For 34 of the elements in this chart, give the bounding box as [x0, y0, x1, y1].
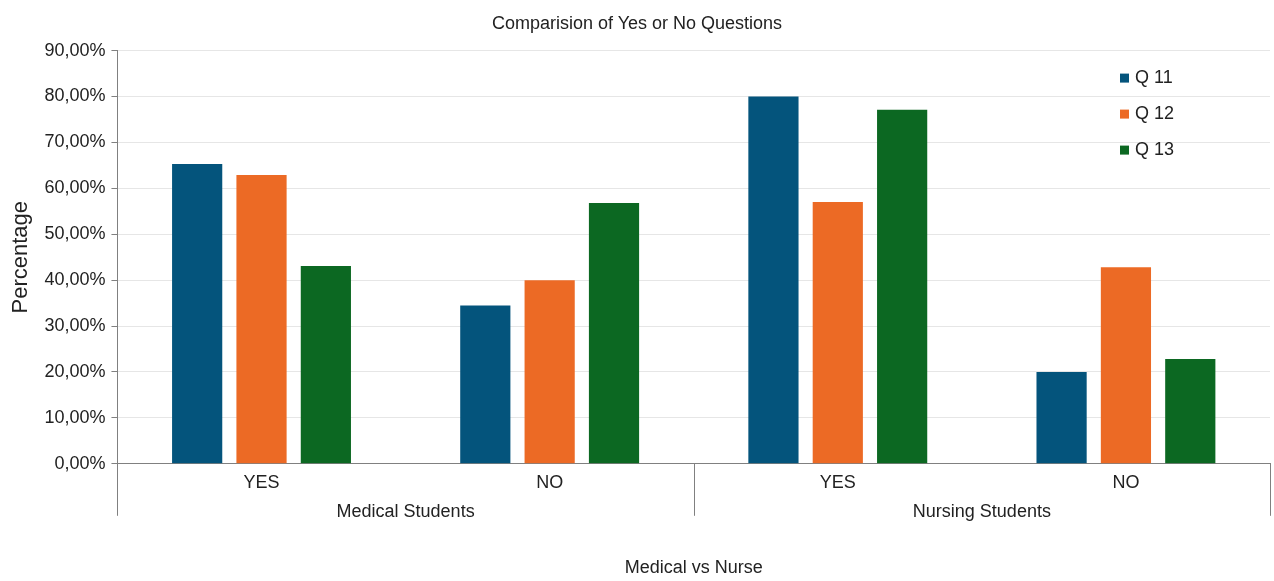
bar: [236, 175, 287, 464]
bar: [588, 203, 640, 464]
legend-label: Q 12: [1135, 102, 1175, 123]
chart-title: Comparision of Yes or No Questions: [491, 12, 783, 33]
legend-label: Q 13: [1135, 138, 1175, 159]
x-tick-label: YES: [819, 471, 856, 492]
y-tick-label: 80,00%: [44, 85, 106, 106]
bar: [1100, 267, 1152, 464]
y-tick-label: 50,00%: [44, 223, 106, 244]
x-tick-label: YES: [243, 471, 280, 492]
y-tick-label: 40,00%: [44, 269, 106, 290]
bar: [1165, 359, 1216, 464]
bar: [172, 164, 223, 464]
x-tick-label: NO: [1112, 471, 1140, 492]
bar: [300, 265, 351, 464]
y-tick-label: 90,00%: [44, 39, 106, 60]
y-tick-label: 20,00%: [44, 360, 106, 381]
x-tick-label: NO: [536, 471, 564, 492]
y-tick-label: 70,00%: [44, 131, 106, 152]
bar: [877, 109, 928, 464]
x-axis-title: Medical vs Nurse: [624, 557, 763, 578]
legend-label: Q 11: [1135, 66, 1173, 87]
bar: [1036, 371, 1087, 464]
y-tick-label: 30,00%: [44, 315, 106, 336]
text: Nursing Students: [912, 500, 1051, 521]
bar: [460, 305, 511, 464]
bar: [524, 280, 575, 464]
text: Medical Students: [336, 500, 475, 521]
y-tick-label: 0,00%: [54, 452, 106, 473]
y-tick-label: 10,00%: [44, 406, 106, 427]
y-axis-title: Percentage: [7, 200, 33, 314]
bar: [748, 96, 799, 464]
y-tick-label: 60,00%: [44, 177, 106, 198]
bar: [812, 202, 863, 464]
